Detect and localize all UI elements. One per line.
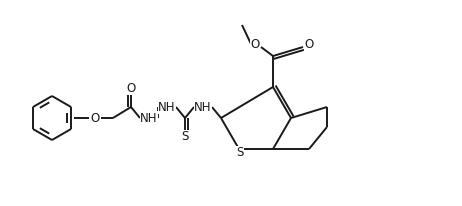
Text: NH: NH: [158, 101, 176, 114]
Text: NH: NH: [140, 111, 158, 124]
Text: O: O: [250, 37, 260, 50]
Text: O: O: [127, 82, 136, 95]
Text: S: S: [236, 146, 243, 159]
Text: O: O: [304, 37, 314, 50]
Text: S: S: [181, 130, 188, 144]
Text: NH: NH: [194, 101, 212, 114]
Text: O: O: [91, 111, 100, 124]
